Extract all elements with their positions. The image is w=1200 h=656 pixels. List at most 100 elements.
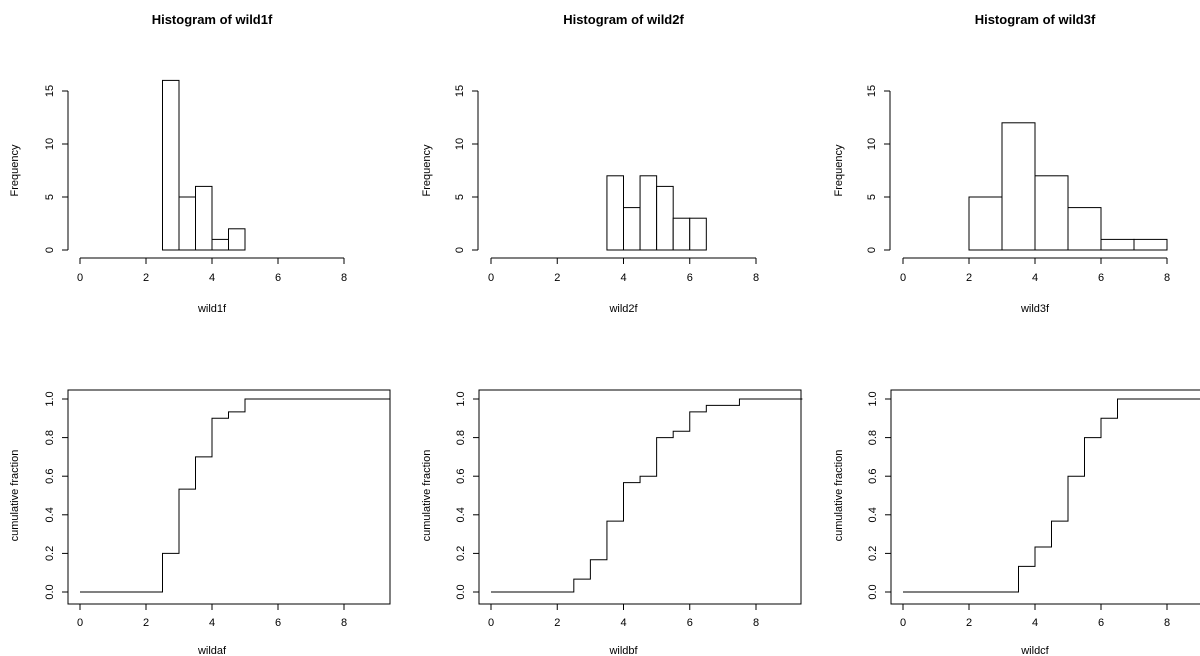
x-tick-label: 0 bbox=[488, 272, 494, 284]
histogram-bar bbox=[1067, 207, 1102, 251]
y-tick-label: 1.0 bbox=[44, 391, 56, 406]
y-tick-label: 0.8 bbox=[455, 430, 467, 445]
x-tick-label: 2 bbox=[554, 272, 560, 284]
y-tick-label: 5 bbox=[454, 194, 466, 200]
x-tick-label: 0 bbox=[900, 617, 906, 629]
x-tick-label: 2 bbox=[966, 617, 972, 629]
x-tick-label: 4 bbox=[1032, 272, 1038, 284]
y-tick-label: 15 bbox=[454, 85, 466, 97]
x-axis-label: wildbf bbox=[608, 645, 638, 656]
histogram-bar bbox=[1034, 175, 1069, 251]
x-tick-label: 6 bbox=[687, 272, 693, 284]
plot-box bbox=[478, 389, 802, 605]
y-tick-label: 10 bbox=[866, 138, 878, 150]
x-tick-label: 8 bbox=[1164, 272, 1170, 284]
x-tick-label: 2 bbox=[554, 617, 560, 629]
histogram-bar bbox=[162, 79, 180, 251]
histogram-bar bbox=[1001, 122, 1036, 251]
x-tick-label: 0 bbox=[488, 617, 494, 629]
panels: Histogram of wild1f 0 2 4 6 8 wild1f 0 5 10 15 Freq… bbox=[9, 12, 1200, 656]
y-tick-label: 15 bbox=[866, 85, 878, 97]
y-axis-label: cumulative fraction bbox=[421, 450, 433, 542]
x-tick-label: 8 bbox=[341, 617, 347, 629]
y-tick-label: 0.2 bbox=[44, 546, 56, 561]
y-tick-label: 0.4 bbox=[867, 507, 879, 522]
x-tick-label: 4 bbox=[209, 272, 215, 284]
y-tick-label: 0 bbox=[866, 247, 878, 253]
histogram-bar bbox=[1133, 238, 1168, 251]
y-tick-label: 0.6 bbox=[455, 469, 467, 484]
x-tick-label: 4 bbox=[1032, 617, 1038, 629]
y-tick-label: 10 bbox=[44, 138, 56, 150]
ecdf-panel-3: 0 2 4 6 8 wildcf 0.0 0.2 0.4 0.6 0.8 1.0 cumulative … bbox=[833, 389, 1200, 656]
y-tick-label: 15 bbox=[44, 85, 56, 97]
y-tick-label: 0.2 bbox=[455, 546, 467, 561]
y-tick-label: 5 bbox=[44, 194, 56, 200]
x-axis-label: wildaf bbox=[197, 645, 227, 656]
histogram-bar bbox=[639, 175, 658, 251]
x-tick-label: 8 bbox=[753, 617, 759, 629]
histogram-panel-1: Histogram of wild1f 0 2 4 6 8 wild1f 0 5 10 15 Freq… bbox=[9, 12, 347, 315]
y-axis-label: Frequency bbox=[421, 144, 433, 196]
y-tick-label: 0.6 bbox=[44, 469, 56, 484]
ecdf-panel-1: 0 2 4 6 8 wildaf 0.0 0.2 0.4 0.6 0.8 1.0 cumulative … bbox=[9, 389, 391, 656]
chart-title: Histogram of wild3f bbox=[975, 12, 1096, 27]
x-axis-label: wild3f bbox=[1020, 303, 1050, 315]
plot-box bbox=[890, 389, 1200, 605]
plot-box bbox=[67, 389, 391, 605]
x-tick-label: 8 bbox=[753, 272, 759, 284]
x-tick-label: 4 bbox=[209, 617, 215, 629]
x-axis-label: wild2f bbox=[608, 303, 638, 315]
histogram-bar bbox=[689, 217, 707, 251]
x-tick-label: 2 bbox=[143, 272, 149, 284]
x-axis-label: wildcf bbox=[1020, 645, 1049, 656]
x-tick-label: 6 bbox=[687, 617, 693, 629]
histogram-bar bbox=[623, 207, 641, 251]
y-tick-label: 5 bbox=[866, 194, 878, 200]
x-tick-label: 0 bbox=[77, 617, 83, 629]
y-tick-label: 0 bbox=[44, 247, 56, 253]
x-tick-label: 6 bbox=[1098, 617, 1104, 629]
histogram-panel-3: Histogram of wild3f 0 2 4 6 8 wild3f 0 5 10 15 Freq… bbox=[833, 12, 1170, 315]
y-tick-label: 0.8 bbox=[867, 430, 879, 445]
y-tick-label: 1.0 bbox=[455, 391, 467, 406]
ecdf-step-line bbox=[903, 398, 1200, 593]
x-tick-label: 4 bbox=[620, 272, 626, 284]
y-tick-label: 0.0 bbox=[44, 584, 56, 599]
y-tick-label: 10 bbox=[454, 138, 466, 150]
histogram-bar bbox=[968, 196, 1003, 251]
y-axis-label: cumulative fraction bbox=[9, 450, 21, 542]
y-axis-label: Frequency bbox=[9, 144, 21, 196]
y-axis-label: Frequency bbox=[833, 144, 845, 196]
histogram-bar bbox=[195, 185, 213, 251]
ecdf-step-line bbox=[491, 398, 803, 593]
histogram-bar bbox=[1100, 238, 1135, 251]
y-tick-label: 0.4 bbox=[455, 507, 467, 522]
x-tick-label: 0 bbox=[900, 272, 906, 284]
y-tick-label: 0.8 bbox=[44, 430, 56, 445]
x-tick-label: 8 bbox=[341, 272, 347, 284]
ecdf-panel-2: 0 2 4 6 8 wildbf 0.0 0.2 0.4 0.6 0.8 1.0 cumulative … bbox=[421, 389, 803, 656]
histogram-bar bbox=[606, 175, 624, 251]
y-tick-label: 0.6 bbox=[867, 469, 879, 484]
y-tick-label: 1.0 bbox=[867, 391, 879, 406]
histogram-bar bbox=[672, 217, 691, 251]
y-tick-label: 0.4 bbox=[44, 507, 56, 522]
x-tick-label: 8 bbox=[1164, 617, 1170, 629]
histogram-bar bbox=[211, 238, 229, 251]
y-axis-label: cumulative fraction bbox=[833, 450, 845, 542]
chart-title: Histogram of wild1f bbox=[152, 12, 273, 27]
y-tick-label: 0 bbox=[454, 247, 466, 253]
x-tick-label: 6 bbox=[1098, 272, 1104, 284]
x-tick-label: 6 bbox=[275, 617, 281, 629]
x-tick-label: 0 bbox=[77, 272, 83, 284]
y-tick-label: 0.2 bbox=[867, 546, 879, 561]
histogram-panel-2: Histogram of wild2f 0 2 4 6 8 wild2f 0 5 10 15 Freq… bbox=[421, 12, 759, 315]
chart-title: Histogram of wild2f bbox=[563, 12, 684, 27]
ecdf-step-line bbox=[80, 398, 391, 593]
histogram-bar bbox=[656, 185, 674, 251]
y-tick-label: 0.0 bbox=[455, 584, 467, 599]
x-tick-label: 2 bbox=[966, 272, 972, 284]
x-axis-label: wild1f bbox=[197, 303, 227, 315]
